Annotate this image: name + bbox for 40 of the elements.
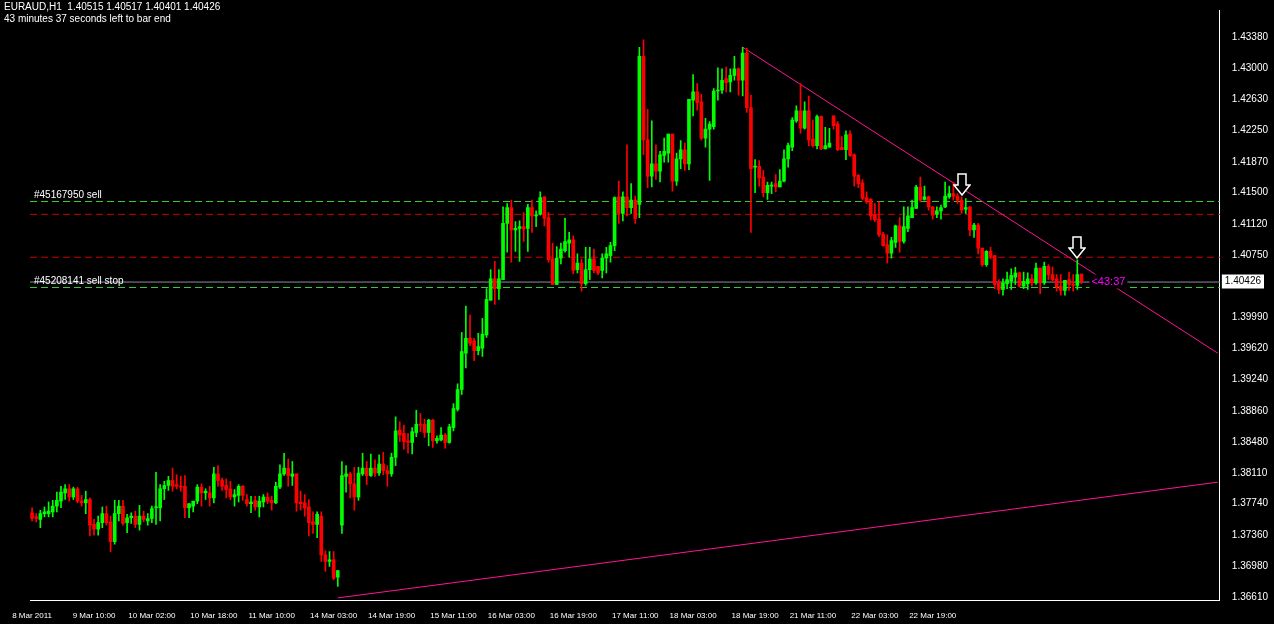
y-tick-label: 1.39240 — [1231, 373, 1269, 385]
x-tick-label: 10 Mar 18:00 — [190, 611, 238, 621]
y-tick-label: 1.39990 — [1231, 311, 1269, 323]
y-tick-label: 1.37360 — [1231, 528, 1269, 540]
y-tick-label: 1.41500 — [1231, 186, 1269, 198]
x-tick-label: 9 Mar 10:00 — [72, 611, 116, 621]
ref-line-label: #45167950 sell — [34, 188, 102, 200]
y-tick-label: 1.36610 — [1231, 590, 1269, 602]
y-tick-label: 1.42250 — [1231, 124, 1269, 136]
y-tick-label: 1.42630 — [1231, 93, 1269, 105]
y-tick-label: 1.43000 — [1231, 62, 1269, 74]
y-tick-label: 1.43380 — [1231, 31, 1269, 43]
x-tick-label: 16 Mar 03:00 — [487, 611, 536, 621]
y-tick-label: 1.38480 — [1231, 436, 1269, 448]
annotation: <43:37 — [1091, 274, 1126, 287]
y-tick-label: 1.37740 — [1231, 497, 1269, 509]
x-tick-label: 21 Mar 11:00 — [789, 611, 837, 621]
y-tick-label: 1.38860 — [1231, 404, 1269, 416]
x-tick-label: 10 Mar 02:00 — [128, 611, 176, 621]
y-tick-label: 1.41120 — [1231, 217, 1268, 229]
x-tick-label: 18 Mar 03:00 — [669, 611, 718, 621]
x-tick-label: 22 Mar 19:00 — [909, 611, 957, 621]
ref-line-label: 1.40426 — [1224, 275, 1262, 287]
x-tick-label: 15 Mar 11:00 — [430, 611, 478, 621]
x-tick-label: 14 Mar 03:00 — [310, 611, 358, 621]
x-tick-label: 17 Mar 11:00 — [611, 611, 660, 621]
x-tick-label: 14 Mar 19:00 — [367, 611, 416, 621]
y-tick-label: 1.41870 — [1231, 155, 1269, 167]
chart-subtitle: 43 minutes 37 seconds left to bar end — [4, 13, 171, 25]
ref-line-label: #45208141 sell stop — [34, 274, 124, 286]
x-tick-label: 16 Mar 19:00 — [549, 611, 598, 621]
y-tick-label: 1.38110 — [1231, 466, 1268, 478]
x-tick-label: 11 Mar 10:00 — [248, 611, 296, 621]
y-tick-label: 1.40750 — [1231, 248, 1269, 260]
x-tick-label: 8 Mar 2011 — [12, 611, 53, 621]
x-tick-label: 18 Mar 19:00 — [731, 611, 780, 621]
x-tick-label: 22 Mar 03:00 — [851, 611, 899, 621]
y-tick-label: 1.36980 — [1231, 560, 1269, 572]
y-tick-label: 1.39620 — [1231, 341, 1269, 353]
chart-title: EURAUD,H1 1.40515 1.40517 1.40401 1.40426 — [4, 1, 221, 13]
